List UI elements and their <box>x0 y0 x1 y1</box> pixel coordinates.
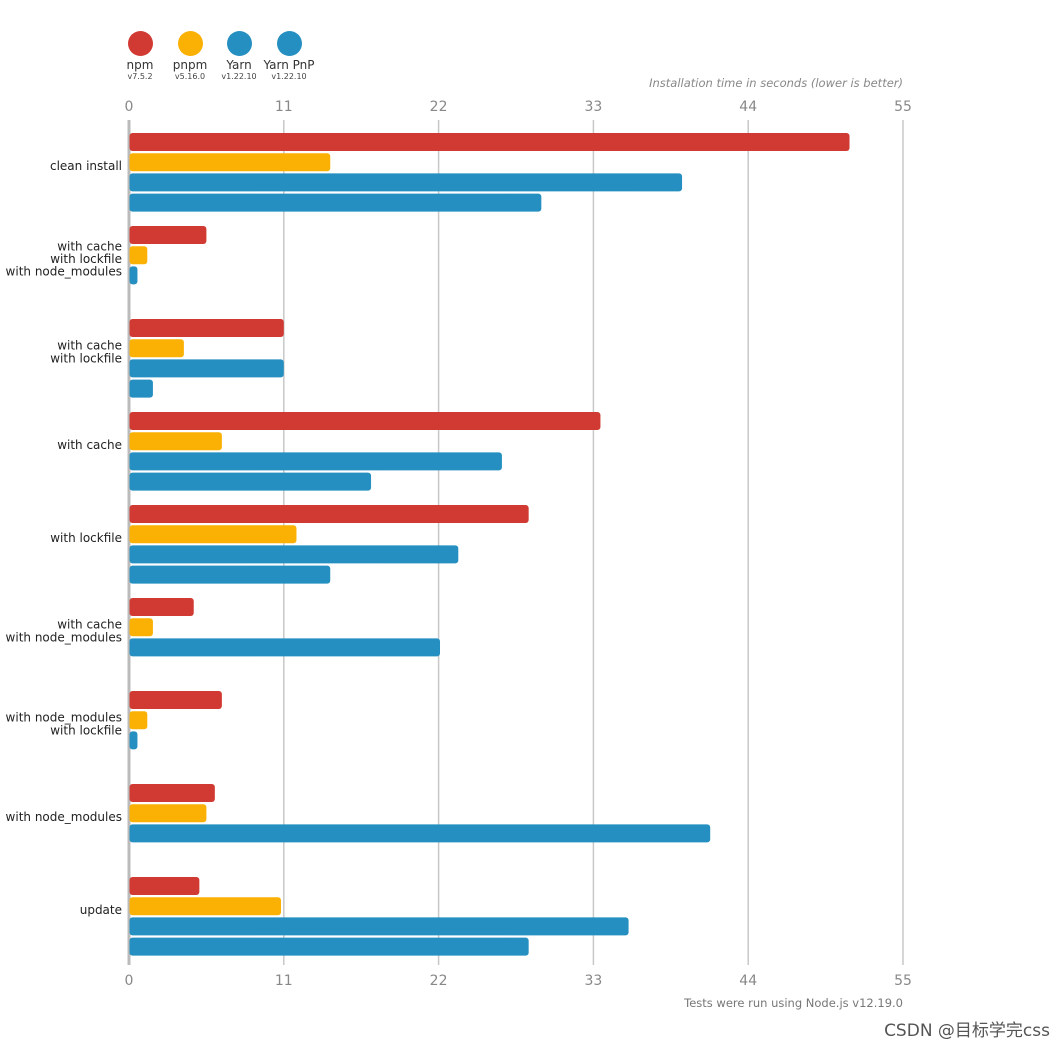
bar-yarn <box>129 917 629 936</box>
bar-npm <box>129 505 529 523</box>
category-label: with node_modules <box>6 711 122 725</box>
bar-npm <box>129 598 194 616</box>
bar-yarn <box>129 359 284 378</box>
legend-name-npm: npm <box>126 58 154 72</box>
legend-version-pnpm: v5.16.0 <box>174 72 206 81</box>
bar-yarn-pnp <box>129 565 331 584</box>
tick-label-top: 33 <box>584 99 602 115</box>
category-label: with lockfile <box>50 252 122 266</box>
category-label: with cache <box>57 239 122 253</box>
legend-dot-npm <box>127 31 153 56</box>
category-label: with node_modules <box>6 630 122 644</box>
chart-footnote: Tests were run using Node.js v12.19.0 <box>683 996 903 1010</box>
legend-version-npm: v7.5.2 <box>127 72 153 81</box>
legend-item-yarn-pnp: Yarn PnP v1.22.10 <box>257 31 321 82</box>
bar-npm <box>129 412 601 430</box>
bar-pnpm <box>129 618 153 637</box>
tick-label-bottom: 55 <box>894 973 912 989</box>
legend-dot-pnpm <box>177 31 203 56</box>
category-label: with cache <box>57 618 122 632</box>
bar-pnpm <box>129 525 297 544</box>
bar-npm <box>129 877 200 895</box>
bar-yarn-pnp <box>129 937 529 956</box>
legend-dot-yarn <box>226 31 252 56</box>
chart-title: Installation time in seconds (lower is b… <box>649 76 903 90</box>
bar-pnpm <box>129 246 148 265</box>
tick-label-bottom: 11 <box>275 973 293 989</box>
category-label: clean install <box>50 159 122 173</box>
bar-pnpm <box>129 432 222 451</box>
bar-yarn <box>129 824 711 843</box>
bar-yarn <box>129 266 138 285</box>
category-label: with lockfile <box>50 531 122 545</box>
legend-version-yarn-pnp: v1.22.10 <box>271 72 307 81</box>
bar-pnpm <box>129 153 331 172</box>
bar-npm <box>129 133 850 151</box>
legend-item-pnpm: pnpm v5.16.0 <box>158 31 222 82</box>
tick-label-top: 22 <box>430 99 448 115</box>
bar-pnpm <box>129 897 281 916</box>
bar-yarn-pnp <box>129 193 542 212</box>
watermark: CSDN @目标学完css <box>884 1021 1050 1041</box>
bar-yarn-pnp <box>129 379 153 398</box>
legend-name-yarn: Yarn <box>226 58 252 72</box>
bar-pnpm <box>129 339 184 358</box>
bars <box>129 133 850 956</box>
bar-npm <box>129 691 222 709</box>
category-label: with lockfile <box>50 351 122 365</box>
bar-pnpm <box>129 804 207 823</box>
bar-yarn <box>129 638 441 657</box>
legend-name-yarn-pnp: Yarn PnP <box>263 58 315 72</box>
tick-label-top: 44 <box>739 99 757 115</box>
tick-label-top: 11 <box>275 99 293 115</box>
tick-label-bottom: 44 <box>739 973 757 989</box>
bar-yarn <box>129 173 683 192</box>
bar-yarn <box>129 452 502 471</box>
category-label: with cache <box>57 339 122 353</box>
tick-label-bottom: 22 <box>430 973 448 989</box>
legend-dot-yarn-pnp <box>276 31 302 56</box>
bar-npm <box>129 319 284 337</box>
legend-item-npm: npm v7.5.2 <box>108 31 172 82</box>
bar-yarn <box>129 545 459 564</box>
bar-npm <box>129 784 215 802</box>
tick-label-bottom: 33 <box>584 973 602 989</box>
bar-yarn-pnp <box>129 472 372 491</box>
category-label: with lockfile <box>50 723 122 737</box>
tick-label-top: 55 <box>894 99 912 115</box>
category-label: with node_modules <box>6 265 122 279</box>
axis-ticks: 0 0 11 11 22 22 33 33 44 44 55 55 <box>125 99 912 989</box>
tick-label-top: 0 <box>125 99 134 115</box>
bar-pnpm <box>129 711 148 730</box>
category-label: update <box>80 903 122 917</box>
category-label: with cache <box>57 438 122 452</box>
legend-version-yarn: v1.22.10 <box>221 72 257 81</box>
legend-item-yarn: Yarn v1.22.10 <box>207 31 271 82</box>
bar-npm <box>129 226 207 244</box>
bar-yarn <box>129 731 138 750</box>
category-label: with node_modules <box>6 810 122 824</box>
legend-name-pnpm: pnpm <box>172 58 208 72</box>
tick-label-bottom: 0 <box>125 973 134 989</box>
